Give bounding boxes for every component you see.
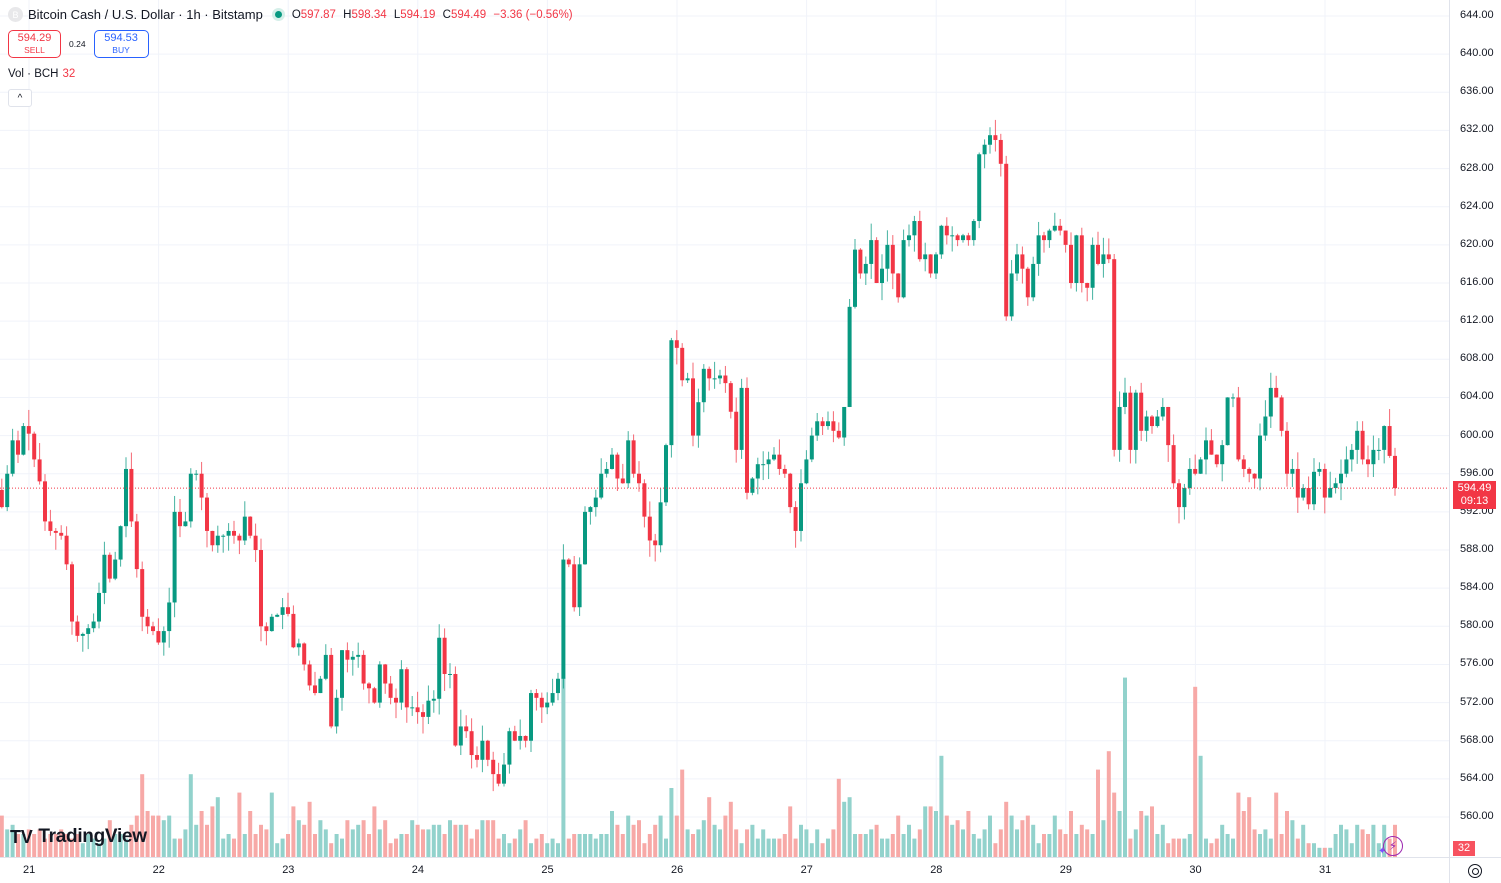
spread-value: 0.24 [69,39,86,49]
symbol-logo-icon: B [8,7,23,22]
open-value: 597.87 [300,8,336,21]
price-axis-label: 628.00 [1460,161,1494,174]
sell-label: SELL [24,45,45,55]
price-axis-label: 636.00 [1460,85,1494,98]
volume-legend[interactable]: Vol · BCH 32 [8,68,75,80]
time-axis-label: 31 [1319,864,1332,876]
buy-button[interactable]: 594.53 BUY [93,30,149,58]
sparkle-icon: ✦ [1378,846,1387,857]
symbol-title[interactable]: Bitcoin Cash / U.S. Dollar · 1h · Bitsta… [28,7,263,22]
last-price: 594.49 [1457,482,1492,494]
low-value: 594.19 [400,8,436,21]
collapse-legend-button[interactable]: ^ [8,89,32,107]
price-axis-label: 560.00 [1460,810,1494,823]
sell-price: 594.29 [17,32,52,44]
price-axis-label: 644.00 [1460,9,1494,21]
price-axis-label: 572.00 [1460,695,1494,708]
chevron-up-icon: ^ [17,92,23,104]
buy-price: 594.53 [104,32,138,44]
time-axis-label: 26 [671,864,684,876]
price-axis-label: 616.00 [1460,276,1494,288]
tradingview-text: TradingView [38,826,147,847]
change-value: −3.36 (−0.56%) [493,8,573,21]
price-axis-label: 604.00 [1460,390,1494,403]
sell-button[interactable]: 594.29 SELL [8,30,61,58]
price-axis-label: 584.00 [1460,581,1494,594]
price-axis-label: 640.00 [1460,47,1494,60]
price-axis-label: 596.00 [1460,466,1494,479]
time-axis-label: 22 [152,864,165,876]
price-axis-label: 580.00 [1460,619,1494,632]
volume-label: Vol · BCH [8,68,59,80]
price-axis-label: 588.00 [1460,543,1494,556]
volume-tag: 32 [1453,841,1475,856]
chart-settings-icon[interactable] [1468,864,1482,878]
time-axis-label: 29 [1059,864,1073,876]
price-axis-label: 632.00 [1460,123,1494,136]
symbol-legend[interactable]: B Bitcoin Cash / U.S. Dollar · 1h · Bits… [8,7,577,22]
price-axis-label: 576.00 [1460,657,1494,670]
volume-value: 32 [62,68,76,80]
price-axis-label: 620.00 [1460,237,1494,250]
market-open-icon [271,8,285,21]
trade-buttons: 594.29 SELL 0.24 594.53 BUY [8,30,149,58]
tradingview-mark-icon: TV [10,826,33,847]
buy-label: BUY [112,45,130,55]
price-axis-label: 612.00 [1460,314,1494,327]
lightning-icon[interactable]: ⚡ [1383,836,1403,856]
time-axis-label: 28 [930,864,943,876]
price-axis-label: 624.00 [1460,199,1494,212]
price-axis-label: 568.00 [1460,733,1494,746]
close-value: 594.49 [450,8,487,21]
high-value: 598.34 [351,8,387,21]
time-axis-label: 27 [800,864,813,876]
price-axis-label: 600.00 [1460,428,1494,441]
time-axis-label: 30 [1189,864,1202,876]
tradingview-logo[interactable]: TV TradingView [10,826,147,848]
bar-countdown: 09:13 [1460,495,1489,507]
last-price-tag: 594.49 09:13 [1453,481,1496,509]
time-axis-label: 21 [23,864,36,876]
time-axis-label: 25 [541,864,554,876]
ohlc-values: O597.87 H598.34 L594.19 C594.49 −3.36 (−… [291,8,573,21]
price-axis-label: 564.00 [1460,771,1494,784]
time-axis-label: 24 [411,864,425,876]
price-axis-label: 608.00 [1460,352,1494,365]
time-axis-label: 23 [282,864,295,876]
